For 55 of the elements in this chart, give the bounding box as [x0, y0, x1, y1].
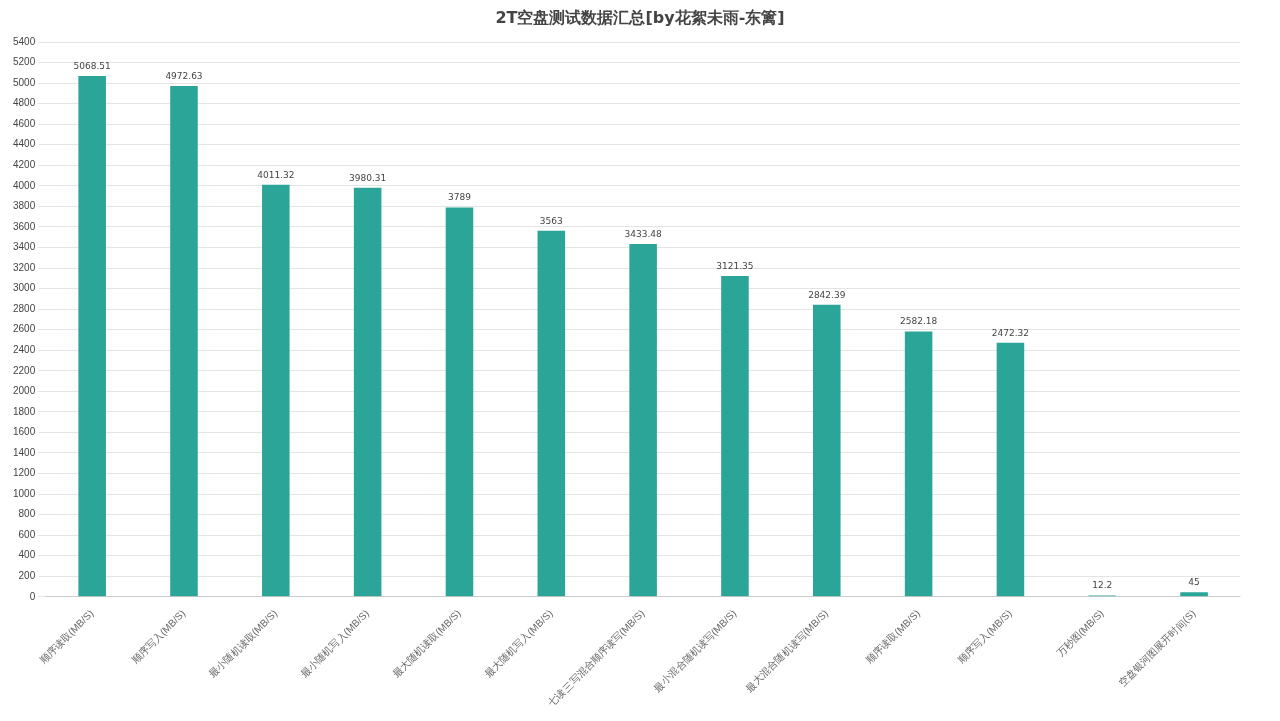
y-tick-label: 800: [18, 508, 36, 520]
y-tick-label: 1200: [13, 467, 36, 479]
bar: [904, 331, 933, 597]
data-label: 2842.39: [808, 289, 846, 300]
data-label: 12.2: [1092, 580, 1113, 591]
y-tick-label: 0: [29, 590, 36, 602]
bar: [262, 184, 290, 597]
data-label: 3121.35: [716, 260, 754, 271]
y-tick-label: 2000: [13, 385, 36, 397]
bar: [1180, 592, 1208, 597]
y-tick-label: 600: [18, 528, 36, 540]
data-label: 45: [1188, 577, 1200, 588]
y-tick-label: 1600: [13, 426, 36, 438]
bar: [78, 76, 106, 597]
y-tick-label: 1800: [13, 405, 36, 417]
y-tick-label: 3600: [13, 220, 36, 232]
data-label: 3980.31: [349, 172, 387, 183]
data-label: 3789: [448, 192, 472, 203]
data-label: 5068.51: [73, 60, 111, 71]
data-label: 4011.32: [257, 169, 295, 180]
y-tick-label: 5400: [13, 35, 36, 47]
bar: [996, 342, 1025, 597]
y-tick-label: 3400: [13, 241, 36, 253]
y-tick-label: 4800: [13, 97, 36, 109]
data-label: 3433.48: [624, 228, 662, 239]
y-tick-label: 3800: [13, 200, 36, 212]
bar: [445, 207, 474, 597]
y-tick-label: 4200: [13, 159, 36, 171]
y-tick-label: 2800: [13, 302, 36, 314]
data-label: 3563: [539, 215, 563, 226]
y-tick-label: 2400: [13, 343, 36, 355]
y-tick-label: 5000: [13, 76, 36, 88]
bar: [353, 187, 382, 597]
y-tick-label: 2200: [13, 364, 36, 376]
y-tick-label: 1400: [13, 446, 36, 458]
y-tick-label: 3000: [13, 282, 36, 294]
y-tick-label: 1000: [13, 487, 36, 499]
y-tick-label: 5200: [13, 56, 36, 68]
x-tick-label: 空盘银河图展开时间(S): [1116, 607, 1198, 689]
chart-title: 2T空盘测试数据汇总[by花絮未雨-东篱]: [494, 8, 786, 29]
y-tick-label: 4400: [13, 138, 36, 150]
y-tick-label: 4600: [13, 117, 36, 129]
y-tick-label: 3200: [13, 261, 36, 273]
data-label: 4972.63: [165, 70, 203, 81]
y-tick-label: 200: [18, 570, 36, 582]
y-tick-label: 2600: [13, 323, 36, 335]
data-label: 2472.32: [991, 327, 1030, 338]
bar: [170, 85, 198, 597]
bar: [629, 244, 657, 597]
y-tick-label: 4000: [13, 179, 36, 191]
bar: [721, 276, 749, 597]
data-label: 2582.18: [900, 316, 938, 327]
bar: [813, 304, 841, 597]
bar: [537, 230, 566, 597]
y-tick-label: 400: [18, 549, 36, 561]
